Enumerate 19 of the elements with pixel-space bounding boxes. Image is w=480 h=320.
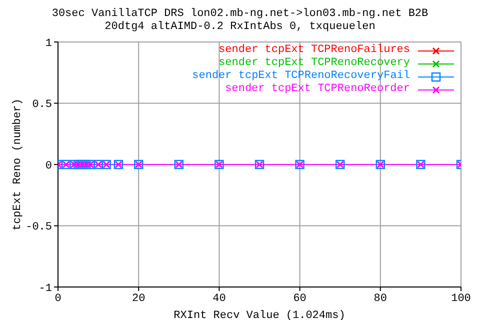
x-tick-label: 80 [374, 292, 387, 305]
y-tick-label: 0 [45, 160, 52, 172]
x-tick-label: 40 [212, 292, 226, 305]
y-tick-label: -1 [38, 282, 52, 295]
chart-title: 30sec VanillaTCP DRS lon02.mb-ng.net->lon03.mb-ng.net B2B [50, 8, 430, 21]
legend-label: sender tcpExt TCPRenoRecovery [218, 57, 410, 70]
legend-label: sender tcpExt TCPRenoRecoveryFail [192, 70, 410, 83]
x-tick-label: 60 [293, 292, 306, 305]
x-tick-label: 100 [451, 292, 471, 305]
legend-label: sender tcpExt TCPRenoFailures [218, 44, 410, 57]
y-tick-label: -0.5 [26, 222, 52, 234]
y-tick-label: 0.5 [32, 99, 52, 112]
x-axis-title: RXInt Recv Value (1.024ms) [174, 310, 346, 320]
y-axis-title: tcpExt Reno (number) [12, 98, 24, 231]
x-tick-label: 20 [132, 292, 146, 305]
x-tick-label: 0 [54, 292, 62, 305]
y-tick-label: 1 [45, 38, 52, 50]
legend-label: sender tcpExt TCPRenoReorder [225, 83, 410, 96]
chart-subtitle: 20dtg4 altAIMD-0.2 RxIntAbs 0, txqueuelen [104, 21, 376, 34]
